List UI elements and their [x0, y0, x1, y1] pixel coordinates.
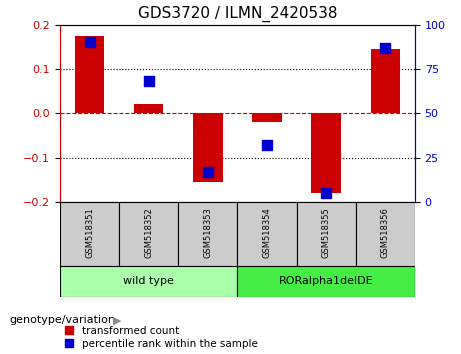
Point: [86, 40, 93, 45]
Bar: [237, 266, 415, 297]
Title: GDS3720 / ILMN_2420538: GDS3720 / ILMN_2420538: [138, 6, 337, 22]
Bar: [60, 266, 237, 297]
Bar: [371, 49, 400, 113]
Bar: [311, 113, 341, 193]
Text: RORalpha1delDE: RORalpha1delDE: [279, 276, 373, 286]
Bar: [60, 202, 119, 266]
Text: GSM518355: GSM518355: [322, 207, 331, 258]
Point: [204, 169, 212, 175]
Text: GSM518351: GSM518351: [85, 207, 94, 258]
Bar: [252, 113, 282, 122]
Bar: [178, 202, 237, 266]
Bar: [356, 202, 415, 266]
Text: wild type: wild type: [123, 276, 174, 286]
Text: ▶: ▶: [113, 315, 121, 325]
Bar: [193, 113, 223, 182]
Legend: transformed count, percentile rank within the sample: transformed count, percentile rank withi…: [65, 326, 258, 349]
Point: [145, 79, 152, 84]
Point: [322, 190, 330, 196]
Bar: [296, 202, 356, 266]
Bar: [75, 36, 104, 113]
Text: GSM518354: GSM518354: [262, 207, 272, 258]
Text: GSM518352: GSM518352: [144, 207, 153, 258]
Text: genotype/variation: genotype/variation: [9, 315, 115, 325]
Bar: [134, 104, 164, 113]
Text: GSM518353: GSM518353: [203, 207, 213, 258]
Point: [382, 45, 389, 51]
Bar: [237, 202, 296, 266]
Bar: [119, 202, 178, 266]
Point: [263, 142, 271, 148]
Text: GSM518356: GSM518356: [381, 207, 390, 258]
